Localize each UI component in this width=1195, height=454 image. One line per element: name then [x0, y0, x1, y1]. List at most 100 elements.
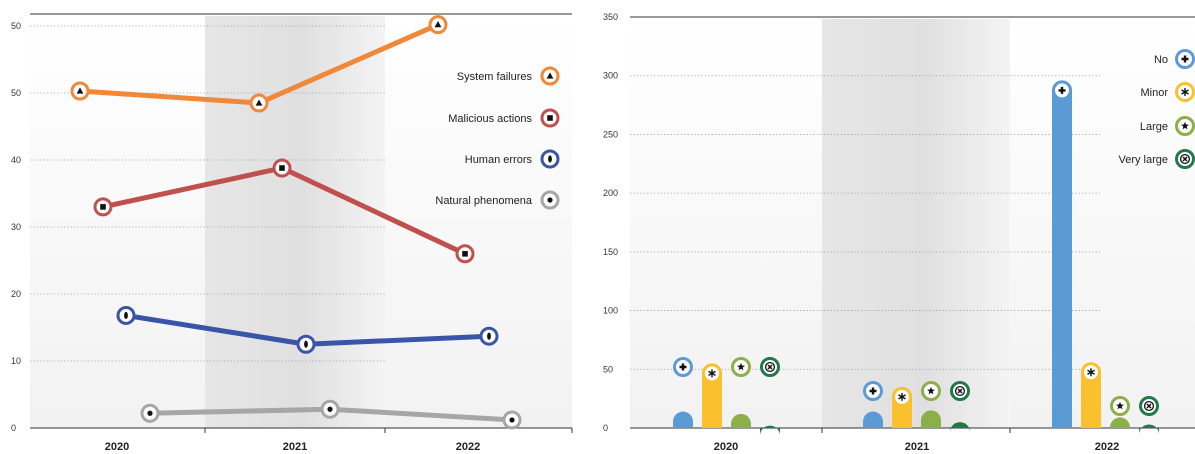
bar-band-2022	[1010, 19, 1195, 428]
bar-legend-marker-minor	[1175, 82, 1195, 102]
dot-icon	[509, 417, 515, 423]
dot-icon	[147, 410, 153, 416]
bar-legend-label-large: Large	[1140, 121, 1168, 133]
triangle-icon	[255, 99, 263, 106]
bar-ytick-200: 200	[603, 188, 618, 198]
bar-ytick-350: 350	[603, 12, 618, 22]
bar-ytick-250: 250	[603, 129, 618, 139]
bar-ytick-300: 300	[603, 71, 618, 81]
bar-marker-no-2022	[1052, 80, 1072, 101]
plus-icon	[1058, 86, 1066, 94]
plus-icon	[679, 363, 687, 371]
x-icon-ring	[1143, 400, 1155, 412]
bar-marker-minor-2020	[702, 363, 722, 384]
bar-no-2022	[1052, 80, 1072, 428]
point-malicious-actions-2021	[272, 158, 292, 178]
bar-marker-no-2021	[863, 381, 883, 401]
bar-band-2020	[630, 19, 822, 428]
square-icon	[462, 251, 468, 257]
bar-marker-large-2021	[921, 381, 941, 401]
point-human-errors-2022	[479, 326, 499, 346]
plus-icon	[869, 387, 877, 395]
triangle-icon	[76, 87, 84, 94]
asterisk-icon	[898, 392, 906, 401]
bar-xtick-2020: 2020	[714, 441, 738, 453]
x-icon-ring	[764, 361, 776, 373]
bar-no-2020	[673, 411, 693, 428]
legend-label-system-failures: System failures	[457, 71, 533, 83]
bar-large-2022	[1110, 417, 1130, 428]
xtick-2021: 2021	[283, 441, 307, 453]
bar-marker-no-2020	[673, 357, 693, 377]
x-icon	[1146, 403, 1152, 409]
bar-xtick-2021: 2021	[905, 441, 929, 453]
ytick-60: 50	[11, 21, 21, 31]
bar-marker-very-large-2022	[1139, 396, 1159, 416]
x-icon-ring	[954, 385, 966, 397]
legend-marker-malicious-actions	[540, 108, 560, 128]
x-icon	[767, 364, 773, 370]
bar-very-large-2020	[760, 425, 780, 436]
bar-marker-large-2020	[731, 357, 751, 377]
bar-legend-marker-very-large	[1175, 149, 1195, 169]
bar-marker-very-large-2021	[950, 381, 970, 401]
point-system-failures-2021	[249, 93, 269, 113]
bar-no-2021	[863, 411, 883, 428]
point-system-failures-2022	[428, 15, 448, 35]
point-human-errors-2020	[116, 305, 136, 325]
bar-ytick-50: 50	[603, 364, 613, 374]
band-2021	[205, 16, 385, 428]
ytick-10: 10	[11, 356, 21, 366]
bar-xtick-2022: 2022	[1095, 441, 1119, 453]
x-icon	[957, 388, 963, 394]
ytick-50: 50	[11, 88, 21, 98]
xtick-2022: 2022	[456, 441, 480, 453]
ytick-30: 30	[11, 222, 21, 232]
bar-legend-label-minor: Minor	[1140, 87, 1168, 99]
bar-ytick-150: 150	[603, 247, 618, 257]
band-2022	[385, 16, 572, 428]
legend-label-natural-phenomena: Natural phenomena	[435, 195, 533, 207]
bar-marker-very-large-2020	[760, 357, 780, 377]
star-icon	[1116, 401, 1124, 410]
asterisk-icon	[708, 369, 716, 378]
point-human-errors-2021	[296, 334, 316, 354]
bar-marker-large-2022	[1110, 396, 1130, 416]
square-icon	[100, 204, 106, 210]
bar-very-large-2021	[950, 422, 970, 433]
star-icon	[1181, 121, 1189, 130]
legend-label-malicious-actions: Malicious actions	[448, 113, 532, 125]
legend-marker-system-failures	[540, 66, 560, 86]
plus-icon	[1181, 55, 1189, 63]
bar-large-2021	[921, 410, 941, 428]
bar-large-2020	[731, 413, 751, 428]
band-2020	[30, 16, 205, 428]
point-malicious-actions-2020	[93, 197, 113, 217]
square-icon	[279, 165, 285, 171]
asterisk-icon	[1181, 88, 1189, 96]
star-icon	[927, 386, 935, 395]
bar-legend-label-very-large: Very large	[1118, 154, 1168, 166]
x-icon-ring	[1179, 153, 1191, 165]
lens-icon	[548, 155, 552, 163]
ytick-40: 40	[11, 155, 21, 165]
legend-marker-natural-phenomena	[540, 190, 560, 210]
triangle-icon	[546, 72, 554, 79]
xtick-2020: 2020	[105, 441, 129, 453]
point-system-failures-2020	[70, 81, 90, 101]
ytick-0: 0	[11, 423, 16, 433]
dot-icon	[547, 197, 553, 203]
lens-icon	[124, 311, 128, 320]
dot-icon	[327, 406, 333, 412]
bar-band-2021	[822, 19, 1010, 428]
bar-very-large-2022	[1139, 424, 1159, 435]
bar-legend-marker-no	[1175, 49, 1195, 69]
bar-ytick-0: 0	[603, 423, 608, 433]
bar-marker-minor-2022	[1081, 362, 1101, 383]
x-icon	[1182, 156, 1188, 162]
asterisk-icon	[1087, 368, 1095, 377]
triangle-icon	[434, 21, 442, 28]
legend-label-human-errors: Human errors	[465, 154, 533, 166]
